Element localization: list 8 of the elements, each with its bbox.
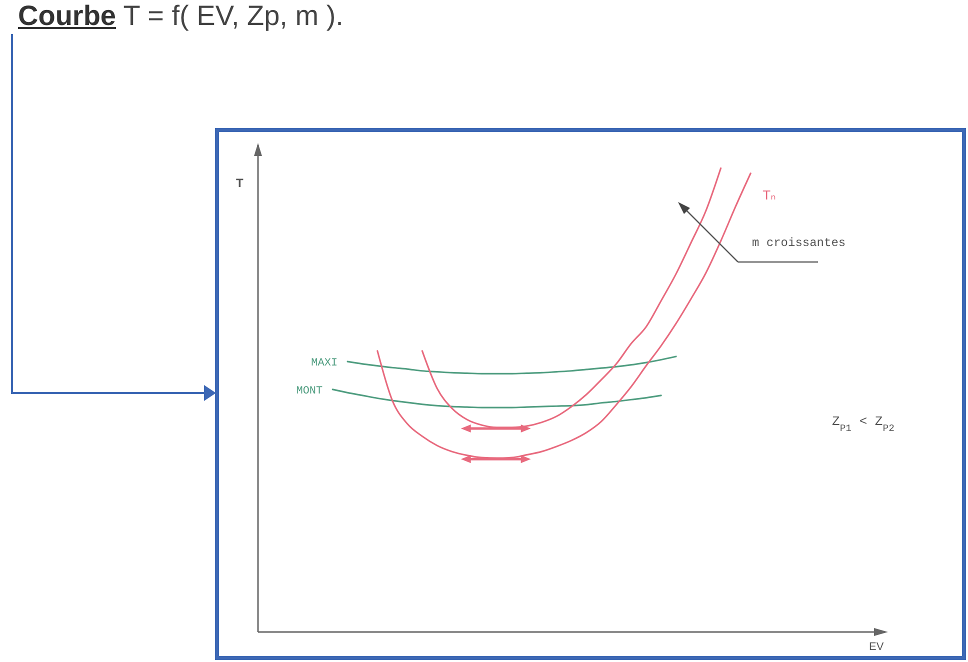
series-label: Tₙ — [762, 187, 776, 202]
series-label: MONT — [296, 385, 324, 398]
annotation: m croissantes — [752, 236, 846, 250]
y-axis-title: T — [236, 176, 244, 190]
x-axis-title: EV — [869, 641, 884, 653]
annotation: Z$_{P1}$ < Z$_{P2}$ — [832, 414, 895, 434]
chart-title: Courbe T = f( EV, Zp, m ). — [18, 0, 344, 31]
series-label: MAXI — [311, 358, 338, 370]
